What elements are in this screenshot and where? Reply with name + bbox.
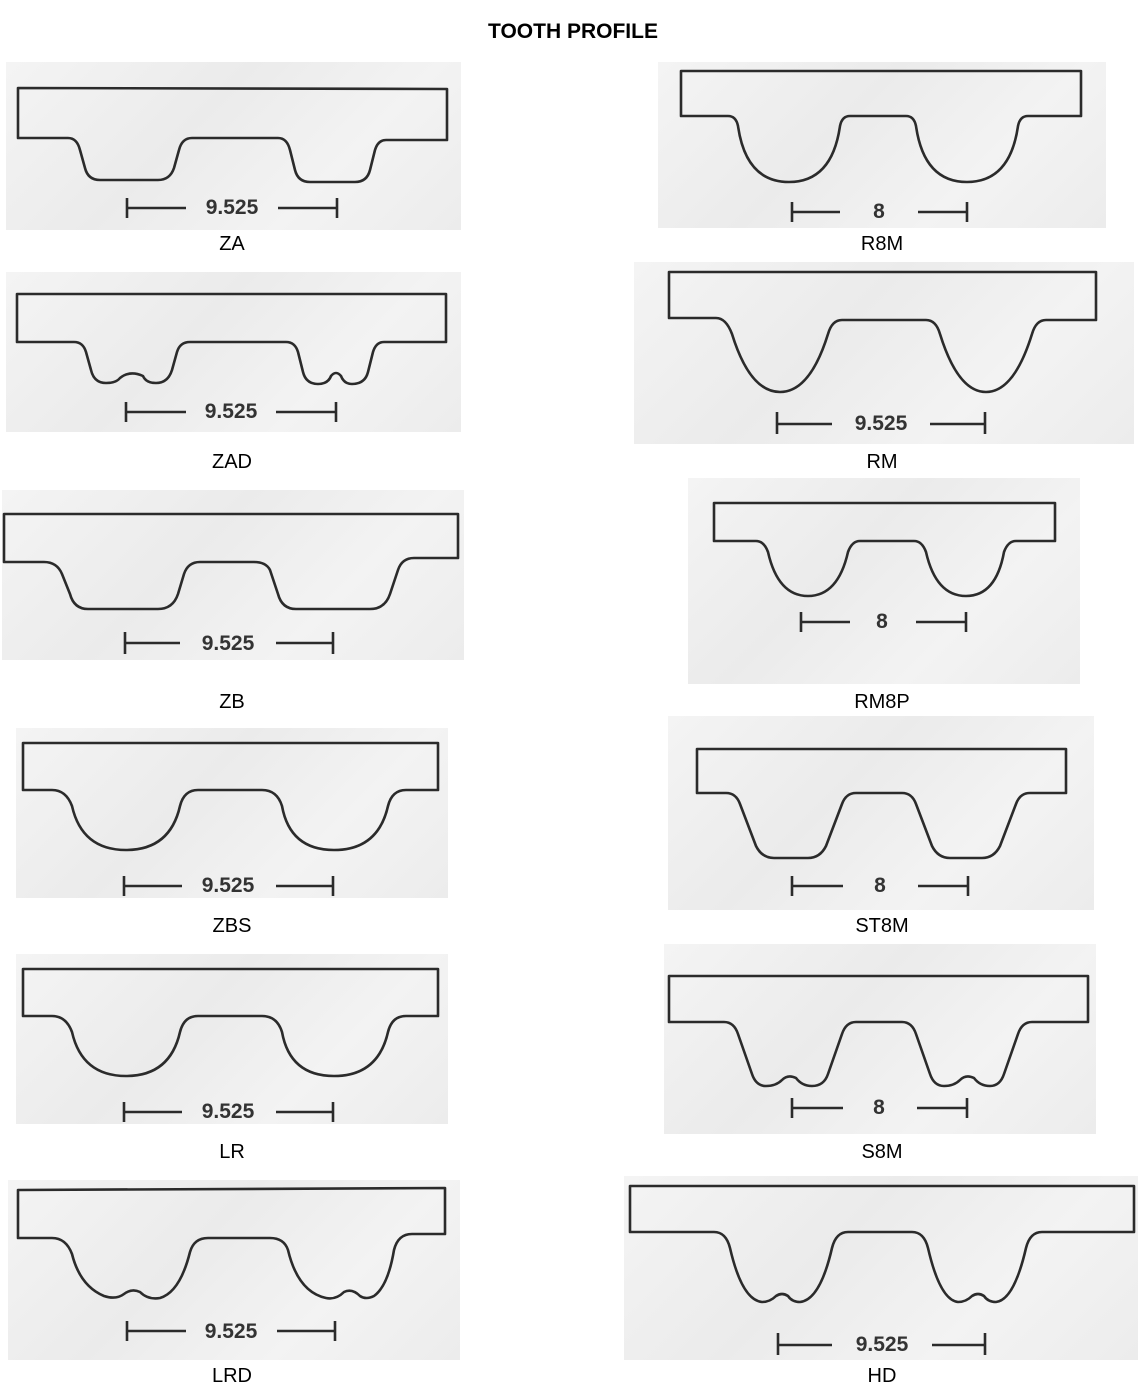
belt-outline-rm: [667, 270, 1098, 394]
profile-panel-rm: [634, 262, 1134, 444]
profile-panel-zbs: [16, 728, 448, 898]
belt-outline-lr: [21, 967, 440, 1078]
profile-name-zad: ZAD: [212, 451, 252, 473]
belt-outline-za: [16, 86, 449, 184]
profile-panel-lrd: [8, 1180, 460, 1360]
profile-name-r8m: R8M: [860, 233, 904, 255]
pitch-label-lr: 9.525: [201, 1100, 255, 1123]
belt-outline-zbs: [21, 741, 440, 852]
belt-outline-hd: [628, 1184, 1136, 1304]
profile-name-lrd: LRD: [211, 1365, 252, 1387]
belt-outline-r8m: [679, 69, 1083, 184]
belt-outline-lrd: [16, 1186, 447, 1300]
pitch-label-zb: 9.525: [201, 632, 255, 655]
profile-name-rm: RM: [866, 451, 898, 473]
profile-name-za: ZA: [219, 233, 245, 255]
profile-name-rm8p: RM8P: [854, 691, 910, 713]
profile-panel-zad: [6, 272, 461, 432]
belt-outline-zad: [15, 292, 448, 386]
pitch-label-zbs: 9.525: [201, 874, 255, 897]
profile-panel-r8m: [658, 62, 1106, 228]
pitch-label-r8m: 8: [873, 200, 885, 223]
profile-name-zbs: ZBS: [212, 915, 252, 937]
pitch-label-lrd: 9.525: [204, 1320, 258, 1343]
pitch-label-hd: 9.525: [855, 1333, 909, 1356]
profile-name-zb: ZB: [219, 691, 245, 713]
pitch-label-rm8p: 8: [876, 610, 888, 633]
pitch-label-zad: 9.525: [204, 400, 258, 423]
profile-name-hd: HD: [867, 1365, 897, 1387]
belt-outline-zb: [2, 512, 460, 611]
profile-name-lr: LR: [219, 1141, 245, 1163]
belt-outline-st8m: [695, 747, 1068, 860]
pitch-label-za: 9.525: [205, 196, 259, 219]
pitch-label-rm: 9.525: [854, 412, 908, 435]
profile-name-s8m: S8M: [861, 1141, 903, 1163]
profile-panel-rm8p: [688, 478, 1080, 684]
belt-outline-rm8p: [712, 501, 1057, 598]
profile-name-st8m: ST8M: [855, 915, 909, 937]
pitch-label-st8m: 8: [874, 874, 886, 897]
profile-panel-hd: [624, 1176, 1138, 1360]
pitch-label-s8m: 8: [873, 1096, 885, 1119]
profile-panel-lr: [16, 954, 448, 1124]
belt-outline-s8m: [667, 974, 1090, 1088]
page-title: TOOTH PROFILE: [488, 20, 658, 43]
profile-panel-zb: [2, 490, 464, 660]
